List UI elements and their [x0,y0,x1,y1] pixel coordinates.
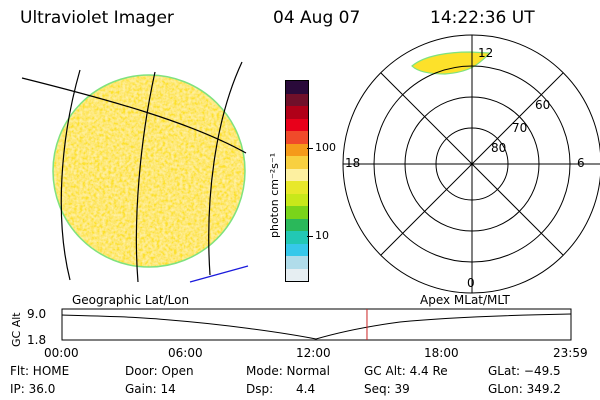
altitude-curve [61,313,572,340]
colorbar-segment [286,231,308,244]
mlt-label-6: 6 [577,156,585,170]
mlt-label-18: 18 [345,156,361,170]
x-tick-2359: 23:59 [553,346,588,360]
earth-disk [53,75,245,267]
colorbar-segment [286,206,308,219]
terminator-line [189,265,249,283]
colorbar-label-100: 100 [315,141,336,154]
colorbar-label-10: 10 [315,229,329,242]
y-tick-1-8: 1.8 [27,333,47,347]
colorbar-segment [286,156,308,169]
status-door: Door: Open [125,364,194,378]
colorbar-segment [286,243,308,256]
colorbar-segment [286,81,308,94]
status-gc-alt: GC Alt: 4.4 Re [364,364,448,378]
time-label: 14:22:36 UT [430,8,535,28]
colorbar-segment [286,168,308,181]
x-tick-1200: 12:00 [296,346,331,360]
colorbar-segment [286,106,308,119]
colorbar-segment [286,143,308,156]
geographic-grid [21,61,247,283]
status-flight: Flt: HOME [10,364,70,378]
x-tick-0000: 00:00 [44,346,79,360]
colorbar-segment [286,256,308,269]
mlat-label-60: 60 [535,98,551,112]
latitude-line [21,77,247,154]
geographic-caption: Geographic Lat/Lon [72,293,190,307]
status-glat: GLat: −49.5 [488,364,561,378]
status-gain: Gain: 14 [125,382,176,396]
colorbar-segment [286,218,308,231]
disk-limb [52,74,246,268]
timeline-frame [61,308,572,341]
mlat-label-80: 80 [491,141,507,155]
polar-diagonal [380,72,564,256]
x-tick-0600: 06:00 [168,346,203,360]
mlt-label-0: 0 [467,276,475,290]
colorbar-segment [286,118,308,131]
status-glon: GLon: 349.2 [488,382,561,396]
colorbar-segment [286,93,308,106]
colorbar-segment [286,193,308,206]
status-seq: Seq: 39 [364,382,410,396]
longitude-line [135,71,156,283]
status-dsp: Dsp: 4.4 [246,382,316,396]
date-label: 04 Aug 07 [273,8,361,28]
colorbar-tick-10 [307,236,313,237]
longitude-line [208,61,243,276]
status-mode: Mode: Normal [246,364,330,378]
colorbar-segment [286,181,308,194]
status-ip: IP: 36.0 [10,382,56,396]
instrument-title: Ultraviolet Imager [20,8,174,28]
colorbar-segment [286,131,308,144]
mlt-label-12: 12 [478,46,494,60]
colorbar-segment [286,268,308,281]
apex-caption: Apex MLat/MLT [420,293,510,307]
color-scale-bar [285,80,309,282]
y-tick-9: 9.0 [27,307,47,321]
mlat-label-70: 70 [512,121,528,135]
longitude-line [60,69,81,281]
colorbar-tick-100 [307,148,313,149]
x-tick-1800: 18:00 [424,346,459,360]
